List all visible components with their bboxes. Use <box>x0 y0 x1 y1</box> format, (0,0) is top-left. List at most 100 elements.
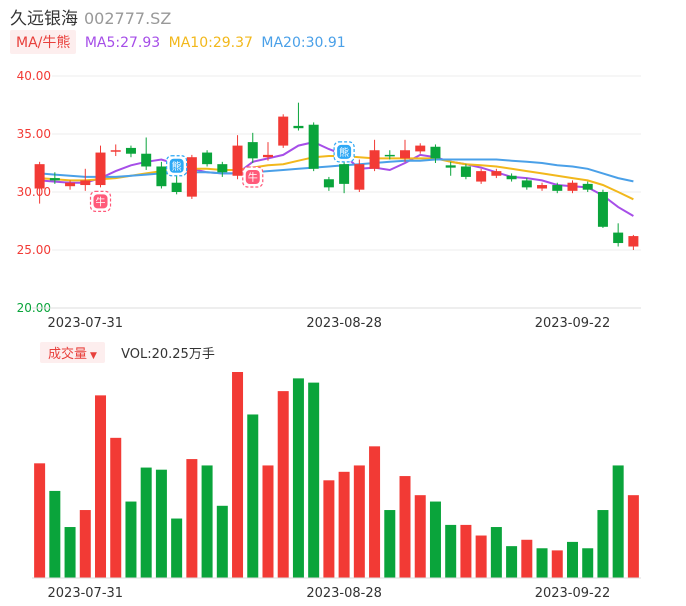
volume-bar <box>232 372 244 578</box>
volume-bar <box>216 505 228 578</box>
candle-body <box>445 165 456 168</box>
volume-x-tick-label: 2023-09-22 <box>535 586 611 601</box>
volume-bar <box>79 510 91 578</box>
bull-icon <box>245 170 260 184</box>
stock-name: 久远银海 <box>10 9 78 29</box>
candle-body <box>552 185 563 191</box>
candle-body <box>262 154 273 158</box>
candle-body <box>202 152 213 165</box>
candle-body <box>110 150 121 152</box>
candle-body <box>460 166 471 177</box>
candle-body <box>354 164 365 190</box>
volume-bar <box>110 437 122 578</box>
volume-bar <box>612 465 624 578</box>
badge-label: 熊 <box>172 160 182 173</box>
candle-body <box>384 154 395 157</box>
volume-legend: 成交量 ▼ VOL:20.25万手 <box>40 342 215 363</box>
bear-icon <box>337 144 352 159</box>
candle-body <box>247 142 258 159</box>
volume-bar <box>475 535 487 578</box>
volume-bar <box>308 382 320 578</box>
volume-bar <box>566 541 578 578</box>
volume-x-tick-label: 2023-07-31 <box>48 586 124 601</box>
candle-body <box>415 145 426 152</box>
y-tick-label: 25.00 <box>17 243 51 257</box>
volume-bar <box>171 518 183 578</box>
volume-bar <box>521 539 533 578</box>
volume-bar <box>125 501 137 578</box>
candle-body <box>491 171 502 176</box>
candle-body <box>476 171 487 182</box>
candle-body <box>34 164 45 189</box>
volume-bar <box>292 378 304 578</box>
candle-body <box>323 179 334 188</box>
candle-body <box>567 182 578 191</box>
volume-bar <box>247 414 259 578</box>
badge-label: 牛 <box>248 171 258 184</box>
badge-label: 熊 <box>339 146 349 159</box>
volume-bar <box>338 471 350 578</box>
volume-bar <box>536 548 548 578</box>
volume-bar <box>490 527 502 578</box>
candle-body <box>537 185 548 189</box>
volume-bar <box>429 501 441 578</box>
volume-bar <box>399 476 411 578</box>
volume-bar <box>445 524 457 578</box>
x-tick-label: 2023-09-22 <box>535 316 611 331</box>
volume-bar <box>49 490 61 578</box>
candle-body <box>186 157 197 197</box>
volume-bar <box>186 459 198 578</box>
candle-body <box>95 152 106 186</box>
volume-bar <box>277 391 289 578</box>
y-tick-label: 40.00 <box>17 69 51 83</box>
stock-code: 002777.SZ <box>84 9 172 28</box>
volume-bar <box>323 480 335 578</box>
y-tick-label: 30.00 <box>17 185 51 199</box>
bear-icon <box>169 158 184 173</box>
candle-body <box>232 145 243 176</box>
candle-body <box>369 150 380 169</box>
candle-body <box>521 180 532 188</box>
candle-body <box>308 124 319 169</box>
candle-body <box>339 164 350 184</box>
candle-body <box>613 232 624 244</box>
ma-legend: MA/牛熊 MA5:27.93 MA10:29.37 MA20:30.91 <box>10 30 346 54</box>
volume-bar <box>95 395 107 578</box>
volume-bar <box>597 510 609 578</box>
volume-bar <box>384 510 396 578</box>
candle-body <box>141 153 152 167</box>
volume-value: VOL:20.25万手 <box>121 347 215 362</box>
volume-bar <box>460 524 472 578</box>
ma20-line <box>39 158 634 183</box>
volume-bar <box>64 527 76 578</box>
volume-bar <box>140 467 152 578</box>
candle-body <box>80 180 91 186</box>
candle-body <box>293 125 304 129</box>
ma10-label: MA10:29.37 <box>168 35 253 51</box>
y-tick-label: 35.00 <box>17 127 51 141</box>
ma5-label: MA5:27.93 <box>84 35 161 51</box>
candle-body <box>506 175 517 180</box>
bull-icon <box>93 194 108 209</box>
chevron-down-icon: ▼ <box>90 351 97 361</box>
candle-body <box>156 166 167 187</box>
candle-body <box>278 116 289 146</box>
candle-body <box>430 146 441 159</box>
candle-body <box>217 164 228 173</box>
volume-bar <box>627 495 639 578</box>
volume-bar <box>201 465 213 578</box>
volume-indicator-selector[interactable]: 成交量 ▼ <box>40 342 105 363</box>
x-tick-label: 2023-08-28 <box>306 316 382 331</box>
candle-body <box>125 147 136 154</box>
volume-bar <box>369 446 381 578</box>
volume-bar <box>582 548 594 578</box>
candle-body <box>400 150 411 159</box>
stock-title: 久远银海 002777.SZ <box>10 4 171 29</box>
volume-bar <box>155 469 167 578</box>
volume-x-tick-label: 2023-08-28 <box>306 586 382 601</box>
ma-indicator-selector[interactable]: MA/牛熊 <box>10 30 77 54</box>
volume-bar <box>262 465 274 578</box>
volume-bar <box>506 546 518 578</box>
x-tick-label: 2023-07-31 <box>48 316 124 331</box>
candle-body <box>582 183 593 190</box>
